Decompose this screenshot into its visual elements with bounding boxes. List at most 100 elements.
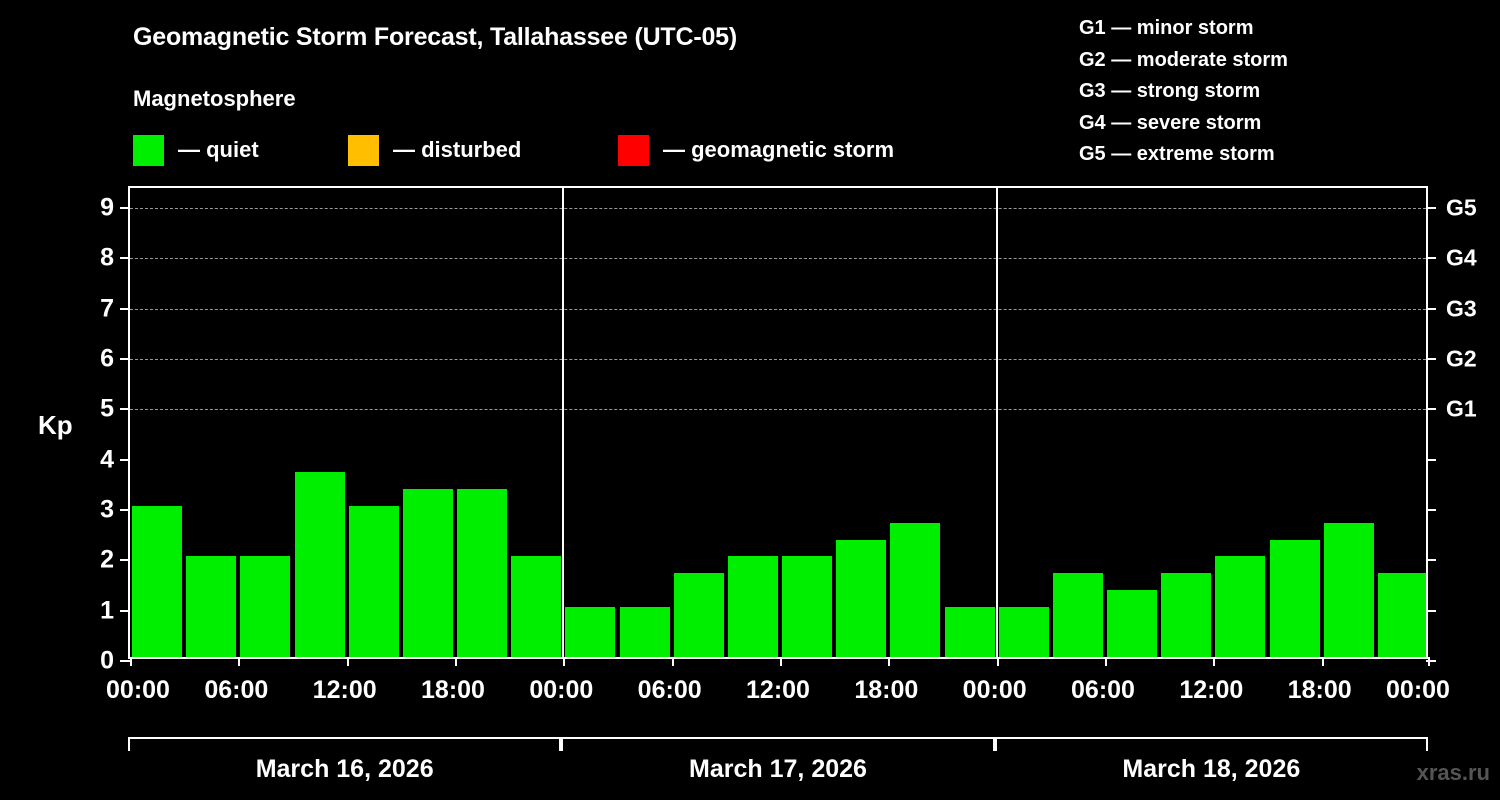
y-tick-label-7: 7 xyxy=(100,294,114,323)
gridline-kp-5 xyxy=(130,409,1426,411)
x-tick-7 xyxy=(888,657,891,666)
bar-kp[interactable] xyxy=(1269,539,1320,657)
bar-kp[interactable] xyxy=(1052,572,1103,657)
y-tick-label-6: 6 xyxy=(100,344,114,373)
bar-kp[interactable] xyxy=(457,489,508,657)
x-tick-label-5: 06:00 xyxy=(637,676,702,704)
legend-label-geomagnetic-storm: — geomagnetic storm xyxy=(663,137,895,162)
x-tick-label-3: 18:00 xyxy=(421,676,485,704)
gridline-kp-7 xyxy=(130,308,1426,310)
bar-kp[interactable] xyxy=(782,556,833,657)
date-bracket-2 xyxy=(561,737,995,751)
y-tick-6 xyxy=(120,358,130,361)
bar-kp[interactable] xyxy=(240,556,291,657)
g-axis-label-G5: G5 xyxy=(1446,194,1477,221)
day-separator-1 xyxy=(562,188,565,657)
legend-swatch-disturbed xyxy=(348,134,379,166)
bar-kp[interactable] xyxy=(836,539,887,657)
bar-kp[interactable] xyxy=(186,556,237,657)
legend-label-disturbed: — disturbed xyxy=(393,137,522,162)
y-tick-right-6 xyxy=(1426,358,1436,361)
g-legend-row-5: G5 — extreme storm xyxy=(1079,143,1275,165)
bar-kp[interactable] xyxy=(402,489,453,657)
bar-kp[interactable] xyxy=(1323,522,1374,657)
bar-kp[interactable] xyxy=(673,572,724,657)
g-axis-label-G4: G4 xyxy=(1446,244,1477,271)
g-scale-legend: G1 — minor storm G2 — moderate storm G3 — … xyxy=(1079,13,1288,171)
bar-kp[interactable] xyxy=(727,556,778,657)
y-tick-right-5 xyxy=(1426,408,1436,411)
bar-kp[interactable] xyxy=(1215,556,1266,657)
bar-kp[interactable] xyxy=(1377,572,1426,657)
bar-kp[interactable] xyxy=(1107,590,1158,657)
plot-inner xyxy=(130,188,1426,657)
g-axis-label-G3: G3 xyxy=(1446,295,1477,322)
y-tick-5 xyxy=(120,408,130,411)
date-label-3: March 18, 2026 xyxy=(1122,755,1301,783)
y-tick-right-1 xyxy=(1426,609,1436,612)
gridline-kp-9 xyxy=(130,208,1426,210)
bar-kp[interactable] xyxy=(294,472,345,657)
y-tick-9 xyxy=(120,207,130,210)
x-tick-9 xyxy=(1105,657,1107,666)
x-tick-0 xyxy=(130,657,132,666)
bar-kp[interactable] xyxy=(132,506,183,657)
y-tick-right-4 xyxy=(1426,458,1436,461)
bar-kp[interactable] xyxy=(511,556,562,657)
g-legend-row-1: G1 — minor storm xyxy=(1079,17,1254,39)
date-bracket-1 xyxy=(128,737,562,751)
x-tick-label-1: 06:00 xyxy=(204,676,269,704)
legend-entry-disturbed: — disturbed xyxy=(348,134,521,166)
y-tick-label-0: 0 xyxy=(100,646,114,675)
bar-kp[interactable] xyxy=(1161,572,1212,657)
x-tick-label-0: 00:00 xyxy=(106,676,170,704)
y-tick-label-5: 5 xyxy=(100,394,114,423)
x-tick-2 xyxy=(346,657,349,666)
date-bracket-3 xyxy=(994,737,1428,751)
x-tick-label-6: 12:00 xyxy=(746,676,810,704)
y-tick-1 xyxy=(120,609,130,612)
x-tick-3 xyxy=(455,657,457,666)
y-tick-8 xyxy=(120,257,130,260)
bar-kp[interactable] xyxy=(565,606,616,657)
bar-kp[interactable] xyxy=(348,506,399,657)
bar-kp[interactable] xyxy=(998,606,1049,657)
x-tick-10 xyxy=(1213,657,1216,666)
y-tick-label-1: 1 xyxy=(100,596,114,625)
legend-swatch-geomagnetic-storm xyxy=(618,134,649,166)
g-axis-label-G1: G1 xyxy=(1446,395,1477,422)
magnetosphere-label: Magnetosphere xyxy=(133,86,296,111)
y-tick-label-4: 4 xyxy=(100,445,114,474)
y-tick-label-8: 8 xyxy=(100,243,114,272)
y-tick-2 xyxy=(120,559,130,562)
x-tick-label-4: 00:00 xyxy=(529,676,594,704)
g-legend-row-2: G2 — moderate storm xyxy=(1079,48,1288,71)
y-tick-right-8 xyxy=(1426,257,1436,260)
bar-kp[interactable] xyxy=(890,522,941,657)
y-tick-right-3 xyxy=(1426,509,1436,512)
date-label-2: March 17, 2026 xyxy=(689,755,867,783)
x-tick-label-9: 06:00 xyxy=(1071,676,1135,704)
x-tick-4 xyxy=(563,657,566,666)
x-tick-6 xyxy=(780,657,782,666)
x-tick-label-12: 00:00 xyxy=(1386,676,1450,704)
y-tick-4 xyxy=(120,458,130,461)
g-axis-label-G2: G2 xyxy=(1446,345,1477,372)
y-tick-right-2 xyxy=(1426,559,1436,562)
x-tick-label-11: 18:00 xyxy=(1287,676,1352,704)
day-separator-2 xyxy=(995,188,998,657)
g-legend-row-4: G4 — severe storm xyxy=(1079,111,1262,134)
bar-kp[interactable] xyxy=(619,606,670,657)
y-tick-7 xyxy=(120,307,130,310)
x-tick-label-8: 00:00 xyxy=(962,676,1027,704)
x-tick-5 xyxy=(671,657,674,666)
y-tick-right-9 xyxy=(1426,207,1436,210)
page-title: Geomagnetic Storm Forecast, Tallahassee … xyxy=(133,23,738,51)
legend-swatch-quiet xyxy=(133,134,164,166)
legend-label-quiet: — quiet xyxy=(178,137,259,162)
y-axis-title: Kp xyxy=(38,410,73,440)
y-tick-3 xyxy=(120,509,130,512)
legend-entry-geomagnetic-storm: — geomagnetic storm xyxy=(618,134,894,166)
gridline-kp-8 xyxy=(130,258,1426,260)
bar-kp[interactable] xyxy=(944,606,995,657)
